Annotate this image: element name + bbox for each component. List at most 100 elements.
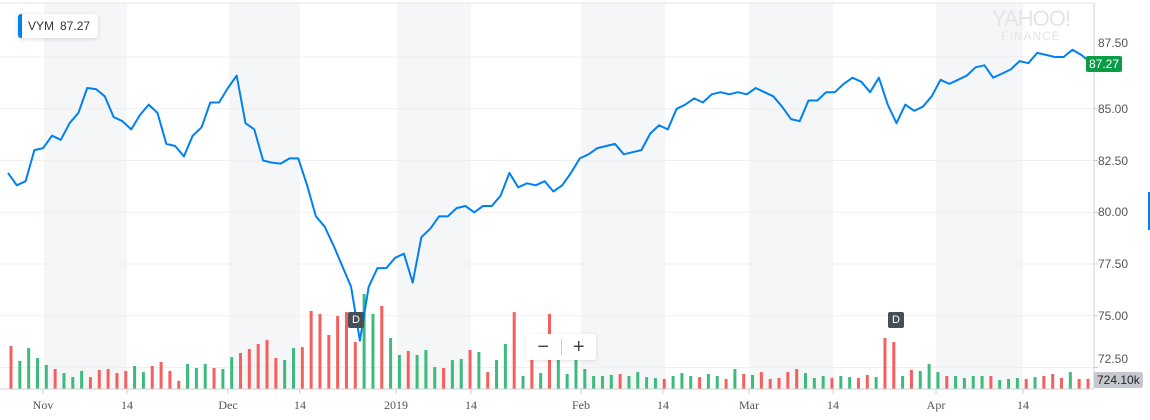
watermark-line2: FINANCE — [1001, 29, 1061, 43]
zoom-in-button[interactable]: + — [572, 336, 585, 358]
volume-bar — [415, 354, 419, 389]
volume-bar — [1086, 378, 1090, 389]
volume-bar — [459, 359, 463, 389]
volume-bar — [71, 377, 75, 389]
volume-bar — [35, 358, 39, 389]
month-bands — [44, 3, 1023, 389]
volume-bar — [80, 370, 84, 389]
volume-bar — [318, 314, 322, 389]
volume-bar — [565, 374, 569, 389]
volume-bar — [804, 373, 808, 389]
volume-bar — [556, 359, 560, 389]
volume-bar — [636, 372, 640, 389]
volume-bar — [141, 372, 145, 389]
volume-bar — [618, 374, 622, 389]
volume-bar — [1024, 378, 1028, 389]
volume-bar — [212, 368, 216, 389]
volume-bar — [539, 373, 543, 389]
volume-bar — [133, 365, 137, 389]
volume-bar — [62, 373, 66, 389]
volume-bar — [512, 312, 516, 389]
volume-bar — [856, 378, 860, 389]
volume-bar — [221, 369, 225, 389]
zoom-control: − + — [526, 334, 596, 360]
volume-bar — [239, 353, 243, 389]
y-tick-label: 87.50 — [1098, 36, 1129, 50]
zoom-out-button[interactable]: − — [537, 336, 550, 358]
month-band — [44, 3, 127, 389]
volume-bar — [795, 369, 799, 389]
volume-bar — [18, 360, 22, 389]
volume-bar — [759, 372, 763, 389]
volume-bar — [362, 294, 366, 389]
volume-bar — [600, 375, 604, 389]
volume-bar — [1007, 378, 1011, 389]
volume-bar — [909, 369, 913, 389]
x-tick-label: 14 — [1017, 398, 1029, 412]
volume-bar — [27, 348, 31, 389]
volume-bar — [945, 375, 949, 389]
side-panel-tab[interactable] — [1148, 192, 1150, 230]
y-tick-label: 85.00 — [1098, 101, 1129, 116]
x-tick-label: 14 — [465, 398, 477, 412]
volume-bar — [486, 372, 490, 389]
volume-bar — [848, 377, 852, 389]
volume-bar — [115, 373, 119, 389]
volume-bar — [715, 375, 719, 389]
volume-bar — [97, 369, 101, 389]
volume-bar — [662, 378, 666, 389]
dividend-marker[interactable]: D — [888, 312, 904, 328]
y-tick-label: 72.50 — [1098, 351, 1129, 366]
volume-bar — [574, 359, 578, 389]
month-band — [936, 3, 1023, 389]
volume-bar — [450, 359, 454, 389]
price-line — [7, 48, 1091, 342]
volume-bar — [274, 358, 278, 389]
volume-bar — [283, 359, 287, 389]
volume-bar — [962, 378, 966, 389]
volume-bar — [874, 377, 878, 389]
volume-bar — [353, 342, 357, 389]
volume-bar — [954, 375, 958, 389]
volume-bar — [168, 370, 172, 389]
volume-bar — [777, 378, 781, 389]
volume-bar — [839, 375, 843, 389]
dividend-marker[interactable]: D — [348, 312, 364, 328]
volume-bar — [1051, 374, 1055, 389]
volume-bar — [742, 374, 746, 389]
x-tick-label: 2019 — [384, 398, 408, 412]
volume-bar — [936, 372, 940, 389]
volume-bar — [583, 369, 587, 389]
volume-bar — [186, 364, 190, 389]
volume-bar — [230, 357, 234, 389]
x-tick-label: 14 — [121, 398, 133, 412]
volume-bar — [971, 375, 975, 389]
volume-bar — [883, 338, 887, 389]
volume-bar — [88, 377, 92, 389]
volume-bar — [503, 344, 507, 389]
volume-bar — [751, 374, 755, 389]
x-tick-label: Feb — [572, 398, 590, 412]
volume-bar — [989, 375, 993, 389]
volume-bar — [892, 342, 896, 389]
legend-vym[interactable]: VYM 87.27 — [18, 14, 99, 38]
volume-bar — [424, 349, 428, 389]
volume-bar — [724, 378, 728, 389]
volume-bar — [609, 374, 613, 389]
volume-bar — [495, 359, 499, 389]
last-price-label: 87.27 — [1086, 56, 1123, 72]
volume-bar — [689, 375, 693, 389]
x-tick-label: Dec — [218, 398, 238, 412]
volume-bar — [671, 375, 675, 389]
x-tick-label: Apr — [926, 398, 946, 412]
y-tick-label: 77.50 — [1098, 257, 1129, 271]
volume-bar — [521, 375, 525, 389]
volume-bar — [645, 377, 649, 389]
y-tick-label: 75.00 — [1098, 308, 1129, 323]
volume-bar — [1042, 375, 1046, 389]
watermark-line1: YAHOO! — [992, 6, 1071, 31]
volume-bar — [530, 359, 534, 389]
volume-bar — [380, 305, 384, 389]
volume-bar — [406, 350, 410, 389]
